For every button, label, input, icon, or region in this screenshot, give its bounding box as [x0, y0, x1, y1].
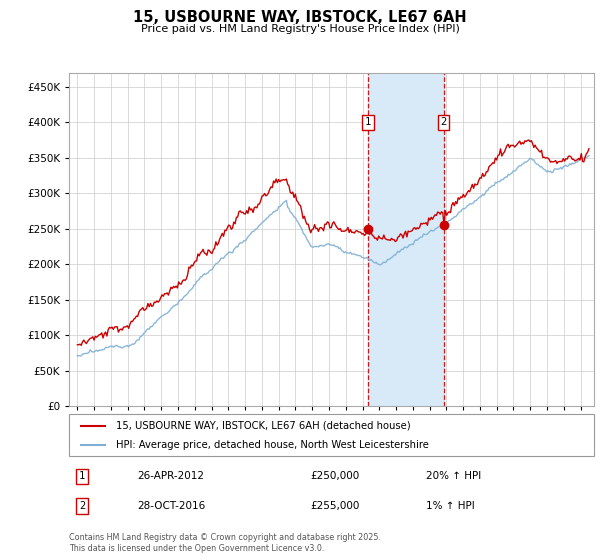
Text: 1: 1 [79, 472, 85, 482]
Text: 1% ↑ HPI: 1% ↑ HPI [426, 501, 475, 511]
Text: 15, USBOURNE WAY, IBSTOCK, LE67 6AH: 15, USBOURNE WAY, IBSTOCK, LE67 6AH [133, 10, 467, 25]
Text: 15, USBOURNE WAY, IBSTOCK, LE67 6AH (detached house): 15, USBOURNE WAY, IBSTOCK, LE67 6AH (det… [116, 421, 411, 431]
Text: HPI: Average price, detached house, North West Leicestershire: HPI: Average price, detached house, Nort… [116, 440, 429, 450]
Text: Price paid vs. HM Land Registry's House Price Index (HPI): Price paid vs. HM Land Registry's House … [140, 24, 460, 34]
Text: 2: 2 [440, 118, 446, 128]
Text: £250,000: £250,000 [311, 472, 360, 482]
FancyBboxPatch shape [69, 414, 594, 456]
Bar [368, 73, 443, 406]
Text: 1: 1 [365, 118, 371, 128]
Text: 20% ↑ HPI: 20% ↑ HPI [426, 472, 481, 482]
Text: 28-OCT-2016: 28-OCT-2016 [137, 501, 205, 511]
Text: £255,000: £255,000 [311, 501, 360, 511]
Text: 26-APR-2012: 26-APR-2012 [137, 472, 204, 482]
Text: 2: 2 [79, 501, 85, 511]
Text: Contains HM Land Registry data © Crown copyright and database right 2025.
This d: Contains HM Land Registry data © Crown c… [69, 533, 381, 553]
